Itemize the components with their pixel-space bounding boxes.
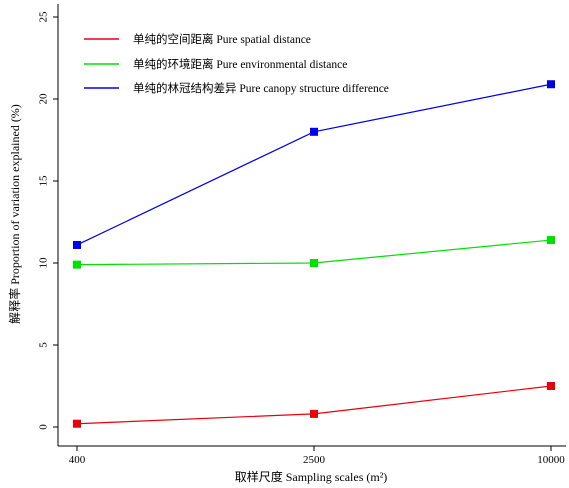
x-tick-label: 2500 [303,454,326,466]
x-axis-title: 取样尺度 Sampling scales (m²) [235,469,388,484]
legend-label: 单纯的环境距离 Pure environmental distance [133,57,347,71]
series [73,382,555,428]
series [73,80,555,249]
y-tick-label: 0 [38,424,50,430]
data-point [73,419,81,428]
legend-label: 单纯的林冠结构差异 Pure canopy structure differen… [133,81,389,95]
data-point [310,409,318,418]
series-layer [73,80,555,428]
y-tick-label: 10 [38,257,50,269]
x-tick-label: 400 [69,454,86,466]
y-tick-label: 25 [38,11,50,23]
data-point [73,260,81,269]
axes [57,4,566,447]
y-tick-label: 20 [38,93,50,105]
y-tick-label: 5 [38,342,50,348]
legend: 单纯的空间距离 Pure spatial distance 单纯的环境距离 Pur… [84,32,389,95]
legend-label: 单纯的空间距离 Pure spatial distance [133,32,311,46]
y-tick-label: 15 [38,175,50,187]
series-line [76,83,552,246]
data-point [73,240,81,249]
y-ticks: 0 5 10 15 20 25 [38,11,58,430]
series [73,236,555,269]
x-ticks: 400 2500 10000 [69,446,565,466]
data-point [547,382,555,390]
data-point [547,80,555,89]
series-line [76,385,552,425]
data-point [547,236,555,245]
data-point [310,259,318,267]
y-axis-title: 解释率 Proportion of variation explained (%… [7,104,22,324]
data-point [310,127,318,136]
x-tick-label: 10000 [537,454,565,466]
